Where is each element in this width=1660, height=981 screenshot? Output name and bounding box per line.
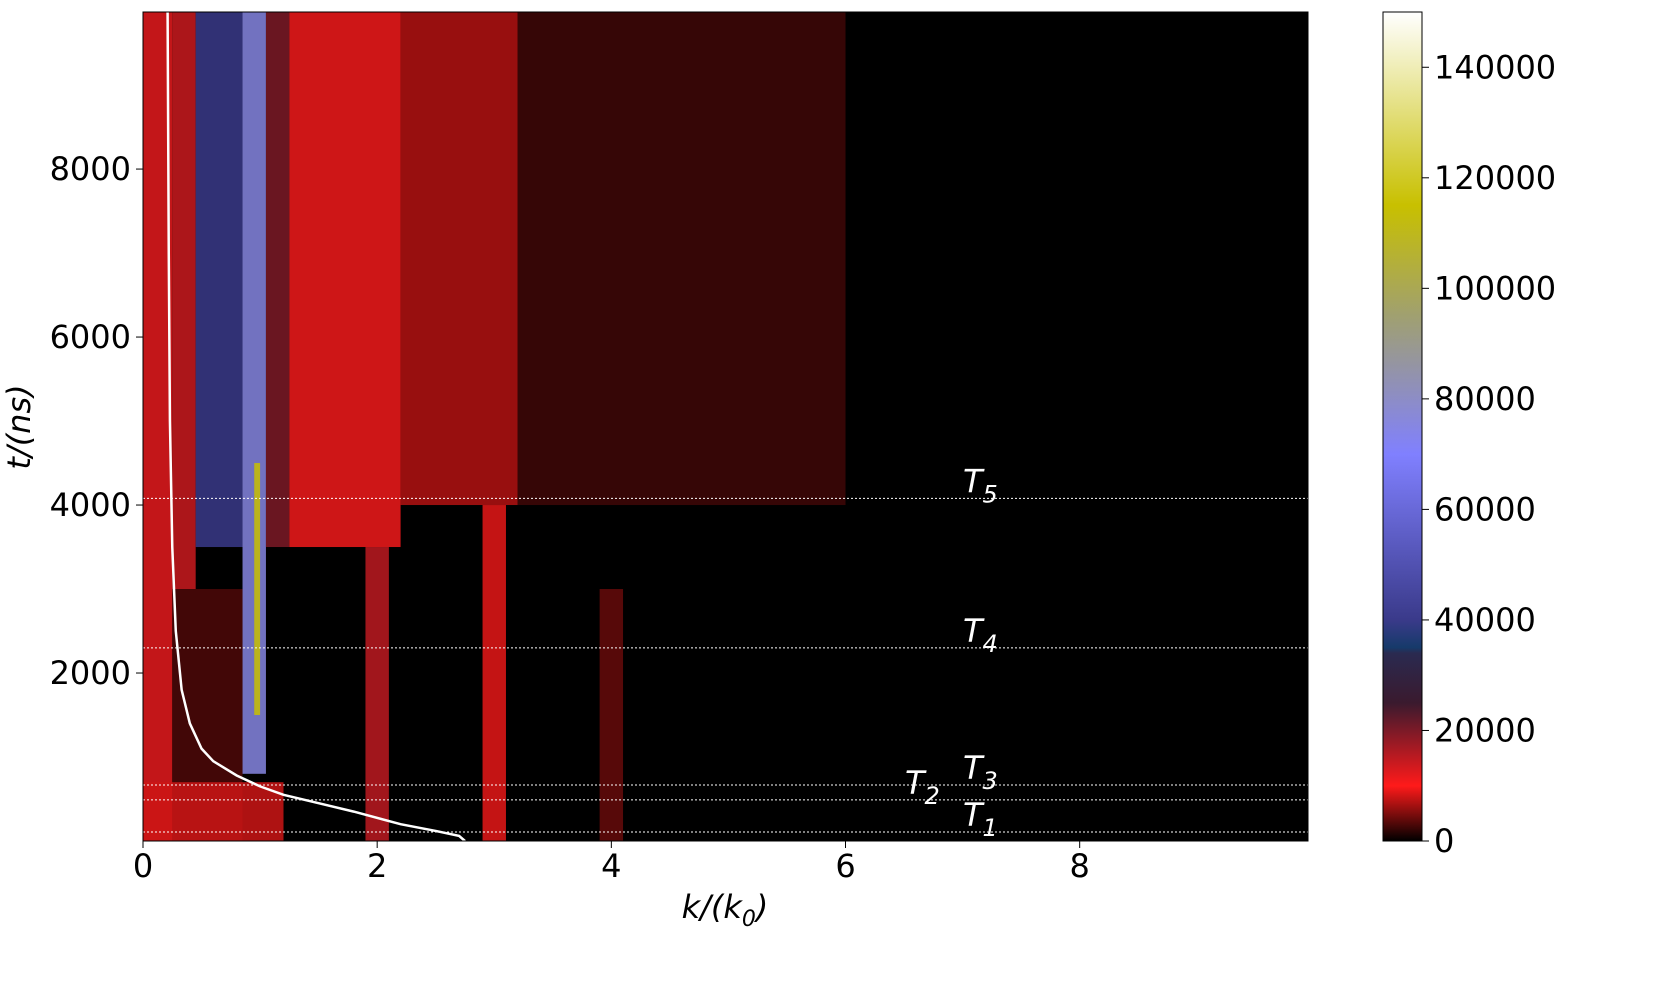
x-tick-label: 8 xyxy=(1070,847,1090,885)
heatmap-cell xyxy=(143,782,284,841)
colorbar-tick-label: 60000 xyxy=(1434,490,1536,528)
y-tick-label: 6000 xyxy=(50,318,131,356)
colorbar-tick-label: 0 xyxy=(1434,822,1454,860)
annotation-sub: 4 xyxy=(983,630,998,658)
heatmap-cell xyxy=(517,12,846,506)
colorbar-tick-label: 40000 xyxy=(1434,601,1536,639)
colorbar xyxy=(1382,11,1423,842)
x-tick-label: 6 xyxy=(835,847,855,885)
heatmap-cell xyxy=(289,12,401,548)
heatmap-cell xyxy=(365,547,389,841)
heatmap-cell xyxy=(172,12,196,590)
annotation: T5 xyxy=(963,462,998,508)
x-tick-label: 0 xyxy=(133,847,153,885)
annotation-sub: 5 xyxy=(983,480,998,508)
heatmap-cell xyxy=(400,12,518,506)
annotation-sub: 3 xyxy=(983,767,998,795)
y-axis-label: t/(ns) xyxy=(0,384,38,469)
annotation-label: T xyxy=(963,749,985,787)
annotation: T4 xyxy=(963,612,998,658)
heatmap-cell xyxy=(195,12,243,548)
annotation-sub: 1 xyxy=(983,814,998,842)
x-axis-label: k/(k0) xyxy=(682,888,769,932)
annotation: T2 xyxy=(905,764,940,810)
colorbar-tick-label: 140000 xyxy=(1434,48,1556,86)
curve xyxy=(166,11,466,842)
x-tick-label: 2 xyxy=(367,847,387,885)
annotation-sub: 2 xyxy=(925,782,940,810)
colorbar-tick-label: 20000 xyxy=(1434,711,1536,749)
colorbar-tick-label: 80000 xyxy=(1434,380,1536,418)
heatmap-cell xyxy=(265,12,290,548)
y-tick-label: 8000 xyxy=(50,150,131,188)
heatmap-cell xyxy=(254,463,261,716)
colorbar-tick-label: 100000 xyxy=(1434,269,1556,307)
annotation: T1 xyxy=(963,796,998,842)
annotation-label: T xyxy=(905,764,927,802)
heatmap-cell xyxy=(482,505,506,841)
y-tick-label: 4000 xyxy=(50,486,131,524)
plot-frame xyxy=(142,11,1309,842)
annotation: T3 xyxy=(963,749,998,795)
heatmap-cell xyxy=(599,589,624,841)
y-tick-label: 2000 xyxy=(50,654,131,692)
x-tick-label: 4 xyxy=(601,847,621,885)
colorbar-tick-label: 120000 xyxy=(1434,159,1556,197)
annotation-label: T xyxy=(963,796,985,834)
annotation-label: T xyxy=(963,462,985,500)
annotation-label: T xyxy=(963,612,985,650)
